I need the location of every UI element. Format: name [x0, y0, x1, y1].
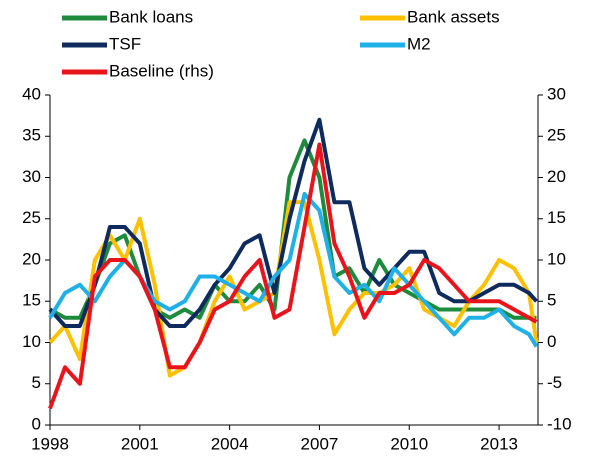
y-tick-label: 35 [22, 126, 41, 145]
y-tick-label: 5 [32, 373, 41, 392]
x-tick-label: 1998 [31, 434, 69, 453]
y2-tick-label: 15 [547, 208, 566, 227]
y2-tick-label: 0 [547, 332, 556, 351]
y2-tick-label: 20 [547, 167, 566, 186]
y2-tick-label: -5 [547, 373, 562, 392]
x-tick-label: 2004 [211, 434, 249, 453]
legend-label: Bank loans [109, 7, 193, 26]
y-tick-label: 25 [22, 208, 41, 227]
legend-label: M2 [407, 34, 431, 53]
y2-tick-label: 25 [547, 126, 566, 145]
y-tick-label: 10 [22, 332, 41, 351]
legend-label: Bank assets [407, 7, 500, 26]
y-tick-label: 30 [22, 167, 41, 186]
y-tick-label: 0 [32, 414, 41, 433]
series-line [48, 117, 538, 328]
y2-tick-label: -10 [547, 414, 572, 433]
y2-tick-label: 10 [547, 249, 566, 268]
legend-label: Baseline (rhs) [109, 61, 214, 80]
series-line [48, 192, 539, 348]
legend-label: TSF [109, 34, 141, 53]
y-tick-label: 15 [22, 291, 41, 310]
y2-tick-label: 30 [547, 84, 566, 103]
y-tick-label: 20 [22, 249, 41, 268]
x-tick-label: 2010 [390, 434, 428, 453]
y-tick-label: 40 [22, 84, 41, 103]
x-tick-label: 2013 [480, 434, 518, 453]
x-tick-label: 2001 [121, 434, 159, 453]
series-line [49, 138, 537, 320]
x-tick-label: 2007 [301, 434, 339, 453]
series-line [48, 142, 538, 410]
series-line [48, 200, 539, 378]
y2-tick-label: 5 [547, 291, 556, 310]
